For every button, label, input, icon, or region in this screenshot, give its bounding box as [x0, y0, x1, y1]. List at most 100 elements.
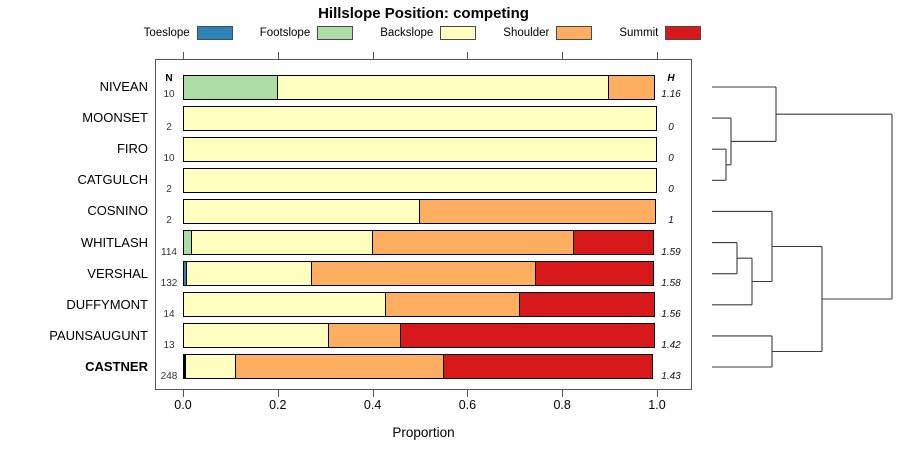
- h-value-vershal: 1.58: [661, 277, 681, 289]
- legend-label: Toeslope: [143, 27, 190, 39]
- n-value-cosnino: 2: [166, 215, 172, 227]
- bar-segment-backslope: [183, 323, 329, 349]
- bar-row-whitlash: [183, 230, 657, 256]
- bar-segment-backslope: [185, 354, 236, 380]
- n-value-catgulch: 2: [166, 184, 172, 196]
- n-value-vershal: 132: [160, 277, 178, 289]
- bar-segment-backslope: [183, 292, 387, 318]
- legend-swatch-summit: [665, 26, 702, 40]
- x-axis-tick-bottom: [562, 390, 564, 397]
- bar-row-catgulch: [183, 167, 657, 193]
- x-axis-tick-label: 0.8: [553, 398, 571, 412]
- x-axis-tick-label: 0.2: [269, 398, 287, 412]
- n-value-paunsaugunt: 13: [163, 339, 175, 351]
- legend-swatch-backslope: [440, 26, 477, 40]
- legend-label: Footslope: [259, 27, 311, 39]
- bar-segment-summit: [519, 292, 655, 318]
- x-axis-tick-label: 0.0: [174, 398, 192, 412]
- legend-item-shoulder: Shoulder: [503, 26, 593, 40]
- n-value-castner: 248: [160, 370, 178, 382]
- bar-segment-backslope: [190, 230, 374, 256]
- x-axis-tick-bottom: [183, 390, 184, 397]
- bar-segment-shoulder: [372, 230, 575, 256]
- bar-segment-backslope: [276, 74, 609, 100]
- x-axis-label: Proportion: [392, 425, 455, 440]
- legend-item-backslope: Backslope: [380, 26, 477, 40]
- legend-swatch-toeslope: [196, 26, 233, 40]
- x-axis-tick-label: 0.4: [363, 398, 382, 412]
- legend-label: Summit: [619, 27, 659, 39]
- plot-area: [155, 59, 692, 390]
- legend-swatch-footslope: [317, 26, 354, 40]
- legend: Toeslope Footslope Backslope Shoulder Summit: [90, 26, 755, 40]
- bar-segment-summit: [573, 230, 654, 256]
- h-value-nivean: 1.16: [661, 89, 681, 100]
- bar-segment-shoulder: [234, 354, 444, 380]
- bar-segment-shoulder: [327, 323, 401, 349]
- n-value-nivean: 10: [163, 89, 175, 100]
- n-value-whitlash: 114: [161, 246, 177, 258]
- n-value-firo: 10: [163, 153, 175, 165]
- row-label-firo: FIRO: [116, 141, 148, 157]
- bar-segment-shoulder: [311, 261, 537, 287]
- bar-segment-shoulder: [419, 198, 656, 224]
- n-value-duffymont: 14: [163, 308, 175, 320]
- legend-swatch-shoulder: [556, 26, 593, 40]
- bar-row-moonset: [183, 105, 657, 131]
- bar-segment-backslope: [183, 136, 657, 162]
- bar-row-castner: [183, 354, 657, 380]
- x-axis-tick-label: 0.6: [458, 398, 477, 412]
- x-axis-tick-bottom: [277, 390, 279, 397]
- h-value-duffymont: 1.56: [661, 308, 681, 320]
- row-label-nivean: NIVEAN: [99, 79, 148, 94]
- h-value-castner: 1.43: [661, 370, 681, 382]
- x-axis-tick-bottom: [372, 390, 374, 397]
- bar-row-cosnino: [183, 198, 657, 224]
- bar-row-duffymont: [183, 292, 657, 318]
- h-value-cosnino: 1: [668, 215, 674, 227]
- bar-segment-shoulder: [385, 292, 521, 318]
- row-label-moonset: MOONSET: [82, 110, 148, 126]
- h-value-moonset: 0: [668, 122, 674, 134]
- bar-segment-summit: [442, 354, 654, 380]
- x-axis-tick-bottom: [657, 390, 658, 397]
- row-label-paunsaugunt: PAUNSAUGUNT: [49, 327, 148, 343]
- h-value-catgulch: 0: [668, 184, 674, 196]
- bar-segment-shoulder: [607, 74, 655, 100]
- n-column-header: N: [165, 73, 173, 84]
- x-axis-tick-top: [562, 52, 564, 59]
- bar-row-paunsaugunt: [183, 323, 657, 349]
- h-value-paunsaugunt: 1.42: [661, 339, 681, 351]
- legend-label: Backslope: [380, 27, 434, 39]
- bar-segment-backslope: [185, 261, 313, 287]
- h-value-firo: 0: [668, 153, 674, 165]
- row-label-duffymont: DUFFYMONT: [66, 296, 148, 312]
- h-value-whitlash: 1.59: [661, 246, 681, 258]
- x-axis-tick-top: [467, 52, 469, 59]
- bar-segment-summit: [535, 261, 654, 287]
- bar-segment-backslope: [183, 167, 657, 193]
- n-value-moonset: 2: [166, 122, 172, 134]
- bar-segment-backslope: [183, 198, 420, 224]
- h-column-header: H: [667, 73, 675, 84]
- legend-item-footslope: Footslope: [260, 26, 354, 40]
- x-axis-tick-label: 1.0: [648, 398, 666, 412]
- row-label-vershal: VERSHAL: [87, 265, 148, 281]
- legend-label: Shoulder: [503, 27, 550, 39]
- bar-segment-footslope: [183, 74, 278, 100]
- x-axis-tick-top: [277, 52, 279, 59]
- row-label-cosnino: COSNINO: [87, 203, 148, 219]
- row-label-castner: CASTNER: [85, 358, 148, 374]
- row-label-catgulch: CATGULCH: [77, 172, 148, 188]
- x-axis-tick-bottom: [467, 390, 469, 397]
- chart-title: Hillslope Position: competing: [318, 5, 529, 22]
- x-axis-tick-top: [372, 52, 374, 59]
- bar-row-firo: [183, 136, 657, 162]
- x-axis-tick-top: [183, 52, 184, 59]
- bar-row-vershal: [183, 261, 657, 287]
- bar-segment-summit: [399, 323, 655, 349]
- bar-row-nivean: [183, 74, 657, 100]
- row-label-whitlash: WHITLASH: [80, 234, 148, 250]
